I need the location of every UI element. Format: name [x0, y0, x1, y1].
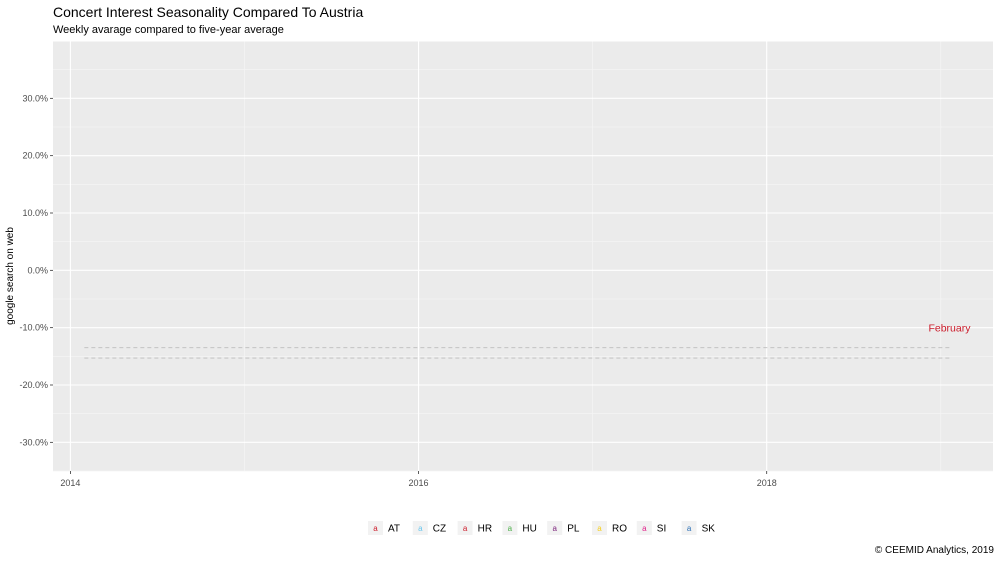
legend-label: SK — [702, 524, 716, 535]
legend-item: a HR — [457, 521, 492, 535]
legend-key — [412, 521, 428, 535]
x-tick-label: 2016 — [409, 478, 429, 488]
plot-panel — [53, 41, 993, 471]
legend-item: a CZ — [412, 521, 446, 535]
legend-key — [636, 521, 652, 535]
chart-subtitle: Weekly avarage compared to five-year ave… — [53, 24, 284, 36]
legend-label: HR — [478, 524, 492, 535]
legend-item: a SI — [636, 521, 666, 535]
minor-gridlines — [53, 41, 993, 472]
legend-key-glyph: a — [418, 524, 423, 533]
x-tick-label: 2014 — [60, 478, 80, 488]
legend-key — [547, 521, 563, 535]
legend-item: a PL — [547, 521, 580, 535]
y-axis: 30.0% 20.0% 10.0% 0.0% -10.0% -20.0% -30.0% — [19, 93, 53, 447]
legend-label: AT — [388, 524, 400, 535]
legend-key — [502, 521, 518, 535]
legend-key-glyph: a — [552, 524, 557, 533]
x-axis: 2014 2016 2018 — [60, 471, 777, 488]
legend-item: a AT — [368, 521, 400, 535]
legend-key — [681, 521, 697, 535]
legend-key-glyph: a — [373, 524, 378, 533]
y-tick-label: -10.0% — [19, 323, 48, 333]
x-tick-label: 2018 — [757, 478, 777, 488]
legend-key — [592, 521, 607, 535]
y-tick-label: 10.0% — [22, 208, 48, 218]
major-gridlines — [53, 40, 993, 471]
legend-key-glyph: a — [463, 524, 468, 533]
legend-key — [368, 521, 383, 535]
annotation-label: February — [928, 323, 971, 335]
legend-label: CZ — [433, 524, 446, 535]
legend-key-glyph: a — [687, 524, 692, 533]
legend-label: SI — [657, 524, 666, 535]
legend-key — [457, 521, 473, 535]
legend-label: HU — [522, 524, 536, 535]
legend-label: PL — [567, 524, 580, 535]
legend: a AT a CZ a HR a HU a PL a RO a SI a SK — [368, 521, 715, 535]
chart-title: Concert Interest Seasonality Compared To… — [53, 4, 364, 20]
legend-item: a RO — [592, 521, 627, 535]
y-tick-label: 30.0% — [22, 93, 48, 103]
legend-item: a HU — [502, 521, 537, 535]
legend-label: RO — [612, 524, 627, 535]
y-tick-label: 20.0% — [22, 151, 48, 161]
y-tick-label: 0.0% — [27, 265, 48, 275]
y-tick-label: -20.0% — [19, 380, 48, 390]
legend-key-glyph: a — [597, 524, 602, 533]
legend-key-glyph: a — [642, 524, 647, 533]
y-tick-label: -30.0% — [19, 437, 48, 447]
annotations: February — [928, 323, 971, 335]
legend-key-glyph: a — [508, 524, 513, 533]
y-axis-title: google search on web — [5, 227, 16, 325]
caption: © CEEMID Analytics, 2019 — [874, 545, 994, 556]
legend-item: a SK — [681, 521, 716, 535]
